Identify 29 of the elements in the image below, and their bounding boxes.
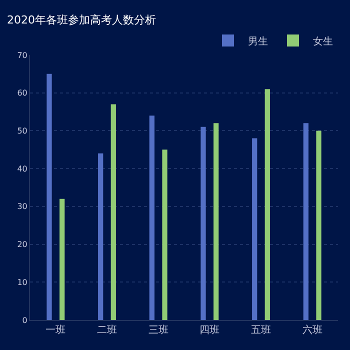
bar	[149, 116, 154, 320]
bar	[46, 74, 52, 320]
bar	[316, 130, 322, 320]
legend-label: 男生	[248, 35, 268, 48]
x-tick-label: 一班	[46, 324, 66, 336]
bar	[264, 89, 270, 320]
bar	[98, 153, 104, 320]
y-tick-label: 0	[22, 316, 28, 325]
bar	[60, 198, 65, 320]
bar	[200, 126, 206, 320]
x-tick-label: 四班	[200, 324, 220, 336]
bar	[252, 138, 258, 320]
x-tick-label: 三班	[148, 324, 168, 336]
y-tick-label: 60	[17, 88, 28, 98]
x-tick-label: 五班	[251, 324, 271, 336]
bar	[303, 123, 308, 320]
x-tick-label: 六班	[302, 324, 322, 336]
bar	[110, 104, 116, 320]
bar	[214, 123, 219, 320]
y-tick-label: 70	[17, 50, 28, 60]
y-tick-label: 10	[17, 278, 28, 287]
x-tick-label: 二班	[97, 324, 117, 336]
y-tick-label: 30	[17, 202, 28, 212]
legend-label: 女生	[313, 35, 333, 48]
y-tick-label: 40	[17, 164, 28, 174]
bar	[162, 150, 168, 320]
chart-title: 2020年各班参加高考人数分析	[7, 13, 156, 26]
y-tick-label: 20	[17, 240, 28, 250]
y-tick-label: 50	[17, 126, 28, 136]
